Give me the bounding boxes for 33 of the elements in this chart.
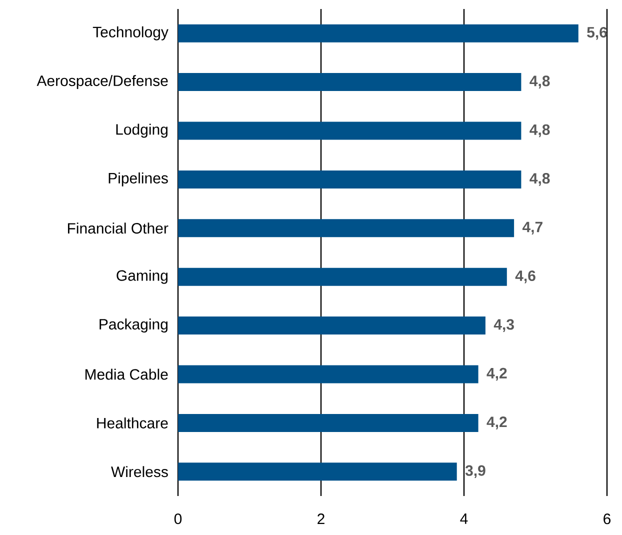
bar <box>178 73 522 92</box>
data-label: 4,2 <box>486 368 507 381</box>
bar <box>178 365 478 384</box>
y-tick-label: Pipelines <box>108 172 168 186</box>
data-label: 4,6 <box>515 270 536 284</box>
bar <box>178 316 486 335</box>
y-tick-label: Aerospace/Defense <box>36 75 168 90</box>
data-label: 4,8 <box>530 173 550 186</box>
x-tick-label: 4 <box>460 514 468 524</box>
y-tick-label: Healthcare <box>97 417 168 428</box>
bar <box>178 219 514 238</box>
y-tick-label: Media Cable <box>85 368 168 380</box>
data-label: 4,3 <box>494 319 514 332</box>
x-tick-label: 2 <box>318 514 324 524</box>
bar <box>178 268 507 286</box>
data-label: 4,7 <box>522 222 542 234</box>
data-label: 3,9 <box>465 465 486 478</box>
y-tick-label: Wireless <box>111 466 168 478</box>
bar <box>178 170 522 188</box>
bar <box>178 414 478 432</box>
bar <box>178 462 457 481</box>
y-tick-label: Gaming <box>116 270 168 284</box>
y-tick-label: Financial Other <box>68 222 168 234</box>
x-tick-label: 6 <box>604 514 611 524</box>
bar <box>178 122 522 140</box>
x-tick-label: 0 <box>174 514 182 524</box>
y-tick-label: Lodging <box>116 124 168 138</box>
y-tick-label: Packaging <box>100 318 168 333</box>
data-label: 4,8 <box>530 76 550 88</box>
y-tick-label: Technology <box>92 26 168 40</box>
data-label: 4,8 <box>530 124 550 138</box>
data-label: 4,2 <box>486 416 507 430</box>
bar <box>178 24 578 42</box>
